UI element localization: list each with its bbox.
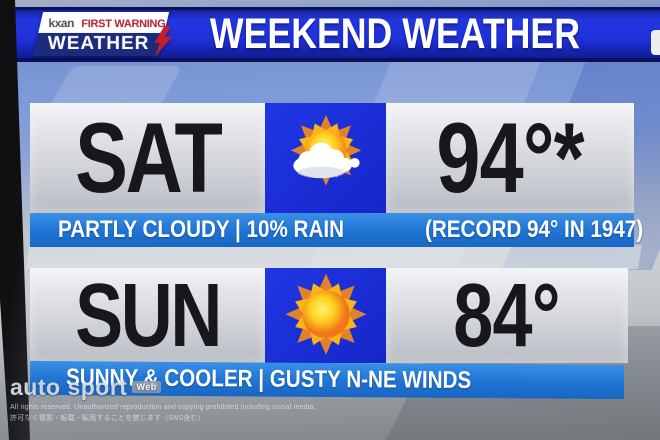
conditions-text: PARTLY CLOUDY | 10% RAIN xyxy=(58,216,345,243)
page-title: WEEKEND WEATHER xyxy=(209,9,581,58)
conditions-bar-saturday: PARTLY CLOUDY | 10% RAIN (RECORD 94° IN … xyxy=(30,213,643,247)
record-note: (RECORD 94° IN 1947) xyxy=(424,216,643,243)
sunny-icon xyxy=(285,273,366,355)
logo-brand: WEATHER xyxy=(47,33,150,54)
day-label-panel: SUN xyxy=(30,268,265,363)
temperature-panel: 94°* xyxy=(386,103,634,213)
day-label-panel: SAT xyxy=(30,103,265,213)
logo-top-row: kxan FIRST WARNING xyxy=(38,12,170,33)
weather-icon-panel xyxy=(265,268,386,363)
weather-icon-panel xyxy=(265,103,386,213)
temperature-value: 94°* xyxy=(436,102,584,213)
logo-tagline: FIRST WARNING xyxy=(81,18,166,30)
kxan-weather-logo: kxan FIRST WARNING WEATHER xyxy=(32,12,173,56)
forecast-row-sunday: SUN 84° xyxy=(30,268,628,363)
watermark: auto sport Web All rights reserved. Unaut… xyxy=(10,374,316,423)
watermark-disclaimer-jp: 許可なく複製・転載・転用することを禁じます（SNS含む） xyxy=(10,415,205,422)
header-banner: kxan FIRST WARNING WEATHER WEEKEND WEATH… xyxy=(14,7,660,62)
temperature-value: 84° xyxy=(453,265,561,366)
watermark-badge: Web xyxy=(132,381,161,393)
station-name: kxan xyxy=(48,16,74,30)
day-name: SAT xyxy=(74,102,223,213)
watermark-brand: auto sport xyxy=(10,374,128,400)
temperature-panel: 84° xyxy=(386,268,628,363)
watermark-disclaimer-en: All rights reserved. Unauthorized reprod… xyxy=(10,404,316,411)
logo-bottom-row: WEATHER xyxy=(32,33,165,56)
day-name: SUN xyxy=(75,265,222,366)
forecast-row-saturday: SAT xyxy=(30,103,634,213)
partly-cloudy-icon xyxy=(290,114,361,186)
cutoff-screen-element xyxy=(651,30,660,55)
lightning-bolt-icon xyxy=(154,26,173,56)
